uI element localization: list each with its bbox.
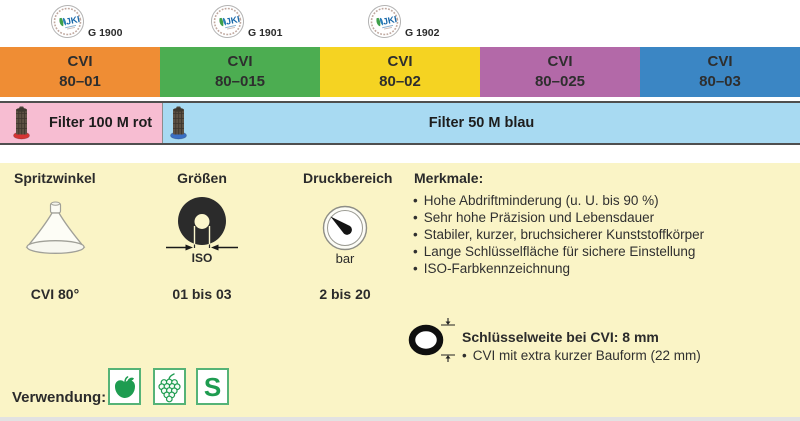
bullet: • [413,261,418,276]
apple-icon [114,375,135,398]
segment-series: CVI [67,53,93,70]
segment-series: CVI [227,53,253,70]
wrench-cross-section-icon [408,318,455,362]
approval-registration: G 1900 [88,27,123,39]
bullet: • [413,210,418,225]
pressure-value: 2 bis 20 [319,286,371,302]
segment-series: CVI [387,53,413,70]
specs-panel: Spritzwinkel Größen Druckbereich Merkmal… [0,163,800,417]
letter-s-icon: S [203,371,222,402]
nozzle-segment: CVI 80–01 [0,47,160,97]
jki-text: JKI [225,14,241,27]
jki-text: JKI [65,14,81,27]
segment-series: CVI [707,53,733,70]
approval-badge: JKI G 1902 [367,4,487,44]
nozzle-segment: CVI 80–03 [640,47,800,97]
feature-text: ISO-Farbkennzeichnung [423,261,571,276]
usage-label: Verwendung: [12,389,107,406]
bullet: • [413,227,418,242]
jki-seal-icon: JKI [211,5,244,38]
feature-item: • Hohe Abdriftminderung (u. U. bis 90 %) [413,192,704,209]
usage-box-grapes [153,368,186,405]
feature-text: Stabiler, kurzer, bruchsicherer Kunststo… [423,227,705,242]
filter-blue-icon [170,106,187,140]
feature-text: Sehr hohe Präzision und Lebensdauer [423,210,655,225]
filter-blue-cell: Filter 50 M blau [163,103,800,143]
approval-badge: JKI G 1900 [50,4,170,44]
nozzle-segment: CVI 80–02 [320,47,480,97]
usage-box-fruit [108,368,141,405]
usage-box-special-crops: S [196,368,229,405]
features-list: • Hohe Abdriftminderung (u. U. bis 90 %) … [413,192,704,277]
feature-item: • Lange Schlüsselfläche für sichere Einst… [413,243,704,260]
segment-size: 80–01 [59,73,101,90]
bullet: • [413,244,418,259]
segment-series: CVI [547,53,573,70]
sizes-value: 01 bis 03 [172,286,232,302]
filter-red-icon [13,106,30,140]
approval-registration: G 1901 [248,27,283,39]
iso-caption: ISO [192,251,213,264]
header-spray-angle: Spritzwinkel [14,170,96,186]
spray-cone-icon [25,201,86,254]
bullet: • [413,193,418,208]
feature-item: • ISO-Farbkennzeichnung [413,260,704,277]
segment-size: 80–015 [214,73,266,90]
bullet: • [462,348,467,363]
filter-red-cell: Filter 100 M rot [0,103,163,143]
feature-text: Hohe Abdriftminderung (u. U. bis 90 %) [423,193,659,208]
header-sizes: Größen [177,170,227,186]
bar-unit-label: bar [335,251,355,266]
bottom-strip [0,417,800,421]
nozzle-segment: CVI 80–025 [480,47,640,97]
filter-bar: Filter 100 M rot Filter 50 M blau [0,101,800,145]
wrench-note: • CVI mit extra kurzer Bauform (22 mm) [462,348,701,363]
feature-item: • Sehr hohe Präzision und Lebensdauer [413,209,704,226]
segment-size: 80–02 [379,73,421,90]
wrench-title: Schlüsselweite bei CVI: 8 mm [462,329,659,345]
segment-size: 80–025 [534,73,586,90]
iso-orifice-icon: ISO [166,197,238,264]
filter-label: Filter 50 M blau [428,115,535,131]
header-pressure: Druckbereich [303,170,393,186]
features-header: Merkmale: [414,170,484,186]
feature-text: Lange Schlüsselfläche für sichere Einste… [423,244,696,259]
nozzle-segment: CVI 80–015 [160,47,320,97]
filter-label: Filter 100 M rot [49,115,153,131]
wrench-note-text: CVI mit extra kurzer Bauform (22 mm) [472,348,701,363]
grapes-icon [158,372,181,402]
pressure-gauge-icon [322,205,368,251]
segment-size: 80–03 [699,73,741,90]
feature-item: • Stabiler, kurzer, bruchsicherer Kunstst… [413,226,704,243]
spray-angle-value: CVI 80° [30,286,80,302]
approval-badge: JKI G 1901 [210,4,330,44]
jki-text: JKI [382,14,398,27]
approval-registration: G 1902 [405,27,440,39]
jki-seal-icon: JKI [51,5,84,38]
jki-seal-icon: JKI [368,5,401,38]
nozzle-color-bar: CVI 80–01 CVI 80–015 CVI 80–02 CVI 80–02… [0,47,800,97]
